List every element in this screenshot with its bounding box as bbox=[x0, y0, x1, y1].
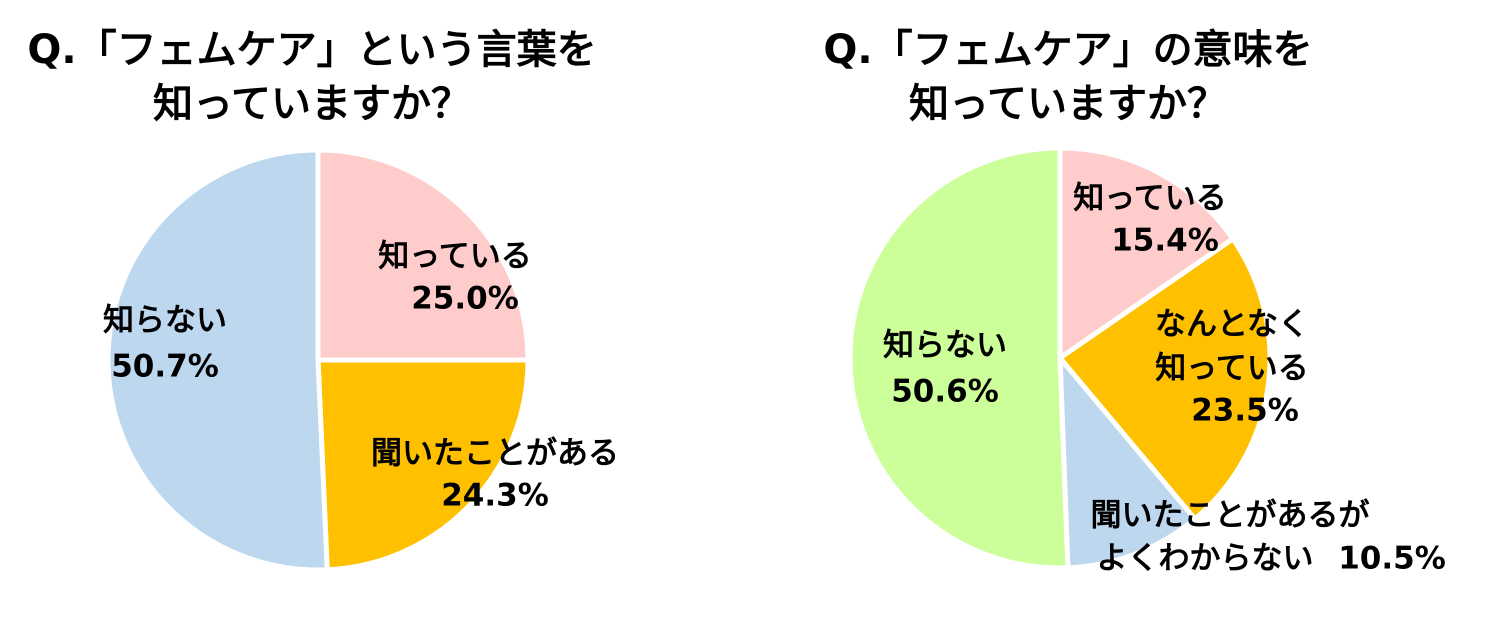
pie-slice bbox=[847, 145, 1071, 571]
value-label: 50.6% bbox=[891, 374, 999, 410]
pie-slice bbox=[315, 357, 531, 573]
slice-label: なんとなく bbox=[1155, 307, 1309, 343]
pie-slice bbox=[105, 147, 330, 573]
slice-label: よくわからない bbox=[1097, 541, 1314, 577]
slice-label: 知っている bbox=[378, 239, 531, 275]
value-label: 50.7% bbox=[111, 349, 219, 385]
slice-label: 聞いたことがあるが bbox=[1091, 498, 1370, 534]
value-label: 15.4% bbox=[1111, 223, 1219, 259]
value-label: 25.0% bbox=[411, 281, 519, 317]
pie-slice bbox=[1057, 145, 1237, 363]
pie-slice bbox=[1056, 235, 1273, 523]
slice-label: 知らない bbox=[883, 328, 1007, 364]
value-label: 24.3% bbox=[441, 478, 549, 514]
slice-label: 知っている bbox=[1155, 351, 1308, 387]
slice-label: 知らない bbox=[103, 303, 227, 339]
chart-title: Q.「フェムケア」の意味を bbox=[823, 27, 1312, 73]
value-label: 10.5% bbox=[1338, 541, 1446, 577]
slice-label: 知っている bbox=[1073, 181, 1226, 217]
value-label: 23.5% bbox=[1191, 393, 1299, 429]
pie-slice bbox=[1057, 350, 1199, 571]
slice-label: 聞いたことがある bbox=[371, 436, 619, 472]
chart-title: Q.「フェムケア」という言葉を bbox=[27, 27, 596, 73]
chart-title: 知っていますか？ bbox=[909, 81, 1227, 127]
pie-slice bbox=[315, 147, 531, 363]
chart-title: 知っていますか？ bbox=[153, 81, 471, 127]
